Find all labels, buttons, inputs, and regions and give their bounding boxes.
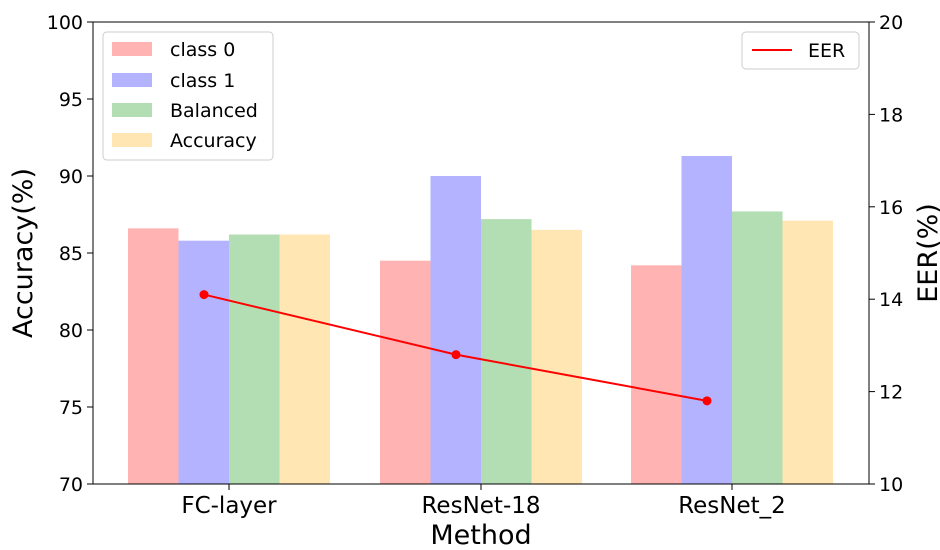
y-tick-label: 95 [59, 89, 83, 111]
y-tick-label: 70 [59, 474, 83, 496]
y-tick-label: 75 [59, 397, 83, 419]
bar-class-1-fc-layer [178, 240, 229, 484]
legend-label-accuracy: Accuracy [170, 130, 257, 152]
y2-tick-label: 16 [879, 197, 903, 219]
y2-axis-label: EER(%) [913, 203, 940, 303]
bar-class-0-resnet-2 [631, 265, 682, 484]
y2-tick-label: 18 [879, 104, 903, 126]
eer-point-resnet-2 [702, 396, 712, 406]
y-tick-label: 100 [47, 12, 83, 34]
bar-balanced-fc-layer [229, 234, 280, 484]
legend-label-balanced: Balanced [170, 100, 258, 122]
x-tick-label: ResNet-18 [421, 493, 540, 519]
x-axis-label: Method [430, 520, 531, 550]
legend-bars: class 0 class 1 Balanced Accuracy [102, 31, 274, 161]
x-tick-label: FC-layer [181, 493, 277, 519]
y2-tick-label: 10 [879, 474, 903, 496]
legend-label-class-1: class 1 [170, 70, 235, 92]
legend-swatch-class-0 [112, 42, 152, 56]
y2-tick-label: 12 [879, 382, 903, 404]
legend-bars-frame [102, 31, 274, 161]
eer-point-fc-layer [199, 290, 209, 300]
x-axis: FC-layer ResNet-18 ResNet_2 [181, 484, 786, 519]
x-tick-label: ResNet_2 [678, 493, 786, 519]
legend-swatch-balanced [112, 103, 152, 117]
bar-accuracy-resnet-18 [531, 229, 582, 484]
bar-accuracy-resnet-2 [782, 220, 833, 484]
legend-line-frame [741, 31, 860, 70]
legend-swatch-accuracy [112, 133, 152, 147]
bar-balanced-resnet-18 [481, 219, 532, 484]
eer-line-layer [199, 290, 712, 406]
bar-class-0-resnet-18 [380, 260, 431, 484]
bar-class-1-resnet-2 [681, 155, 732, 485]
bars-layer [128, 155, 833, 485]
legend-label-eer: EER [808, 40, 845, 62]
legend-label-class-0: class 0 [170, 39, 235, 61]
y-tick-label: 90 [59, 166, 83, 188]
y-axis-right: 10 12 14 16 18 20 [869, 12, 903, 496]
eer-point-resnet-18 [451, 350, 461, 360]
bar-accuracy-fc-layer [279, 234, 330, 484]
legend-swatch-class-1 [112, 73, 152, 87]
y-axis-left: 70 75 80 85 90 95 100 [47, 12, 93, 496]
bar-class-0-fc-layer [128, 228, 179, 484]
y-tick-label: 80 [59, 320, 83, 342]
y-tick-label: 85 [59, 243, 83, 265]
y-axis-label: Accuracy(%) [8, 168, 39, 338]
bar-balanced-resnet-2 [732, 211, 783, 485]
y2-tick-label: 20 [879, 12, 903, 34]
y2-tick-label: 14 [879, 289, 903, 311]
bar-class-1-resnet-18 [430, 176, 481, 484]
legend-line: EER [741, 31, 860, 70]
